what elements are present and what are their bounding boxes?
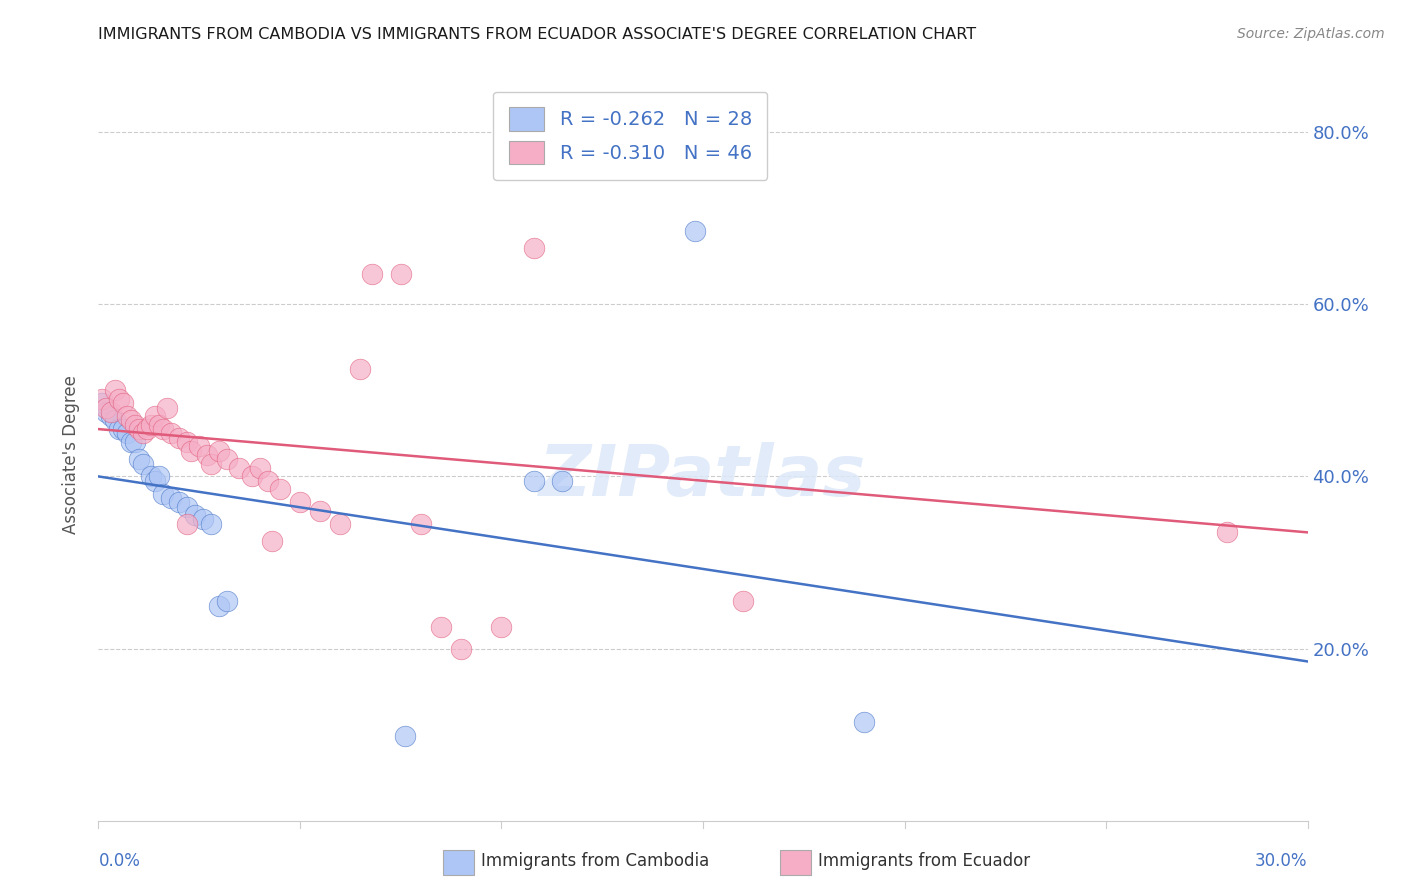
Point: [269, 483, 291, 497]
Point: [195, 448, 218, 462]
Point: [389, 267, 412, 281]
Point: [260, 533, 283, 548]
Point: [100, 405, 122, 419]
Point: [143, 409, 166, 424]
Point: [176, 435, 198, 450]
Point: [249, 460, 271, 475]
Point: [551, 474, 574, 488]
Point: [128, 452, 150, 467]
Point: [176, 500, 198, 514]
Point: [115, 426, 138, 441]
Text: Immigrants from Cambodia: Immigrants from Cambodia: [481, 852, 709, 870]
Point: [139, 417, 162, 432]
Point: [91, 392, 114, 406]
Point: [430, 620, 453, 634]
Point: [450, 641, 472, 656]
Point: [107, 422, 129, 436]
Text: IMMIGRANTS FROM CAMBODIA VS IMMIGRANTS FROM ECUADOR ASSOCIATE'S DEGREE CORRELATI: IMMIGRANTS FROM CAMBODIA VS IMMIGRANTS F…: [98, 27, 977, 42]
Point: [160, 426, 183, 441]
Point: [152, 486, 174, 500]
Point: [139, 469, 162, 483]
Point: [853, 714, 876, 729]
Legend: R = -0.262   N = 28, R = -0.310   N = 46: R = -0.262 N = 28, R = -0.310 N = 46: [494, 92, 768, 180]
Point: [180, 443, 202, 458]
Point: [115, 409, 138, 424]
Point: [143, 474, 166, 488]
Text: Source: ZipAtlas.com: Source: ZipAtlas.com: [1237, 27, 1385, 41]
Point: [491, 620, 513, 634]
Point: [394, 729, 416, 743]
Point: [288, 495, 311, 509]
Point: [309, 504, 332, 518]
Point: [683, 224, 706, 238]
Text: ZIPatlas: ZIPatlas: [540, 442, 866, 511]
Point: [217, 452, 239, 467]
Point: [124, 435, 146, 450]
Point: [91, 396, 114, 410]
Point: [409, 516, 432, 531]
Point: [184, 508, 207, 523]
Point: [152, 422, 174, 436]
Point: [103, 384, 125, 398]
Point: [200, 516, 222, 531]
Point: [240, 469, 263, 483]
Point: [96, 401, 118, 415]
Point: [329, 516, 352, 531]
Point: [156, 401, 179, 415]
Point: [111, 422, 134, 436]
Point: [111, 396, 134, 410]
Point: [361, 267, 384, 281]
Point: [733, 594, 755, 608]
Point: [160, 491, 183, 505]
Point: [200, 457, 222, 471]
Point: [167, 495, 190, 509]
Point: [100, 409, 122, 424]
Y-axis label: Associate's Degree: Associate's Degree: [62, 376, 80, 534]
Point: [523, 241, 546, 255]
Point: [148, 417, 170, 432]
Text: Immigrants from Ecuador: Immigrants from Ecuador: [818, 852, 1031, 870]
Point: [523, 474, 546, 488]
Point: [120, 435, 142, 450]
Point: [193, 512, 215, 526]
Point: [132, 457, 155, 471]
Point: [135, 422, 157, 436]
Point: [256, 474, 278, 488]
Point: [217, 594, 239, 608]
Point: [128, 422, 150, 436]
Point: [167, 431, 190, 445]
Point: [103, 413, 125, 427]
Point: [188, 439, 211, 453]
Point: [208, 599, 231, 613]
Point: [228, 460, 250, 475]
Point: [176, 516, 198, 531]
Point: [124, 417, 146, 432]
Point: [208, 443, 231, 458]
Point: [1216, 525, 1239, 540]
Point: [120, 413, 142, 427]
Point: [349, 362, 371, 376]
Text: 0.0%: 0.0%: [98, 852, 141, 870]
Point: [96, 405, 118, 419]
Point: [148, 469, 170, 483]
Point: [132, 426, 155, 441]
Point: [107, 392, 129, 406]
Text: 30.0%: 30.0%: [1256, 852, 1308, 870]
